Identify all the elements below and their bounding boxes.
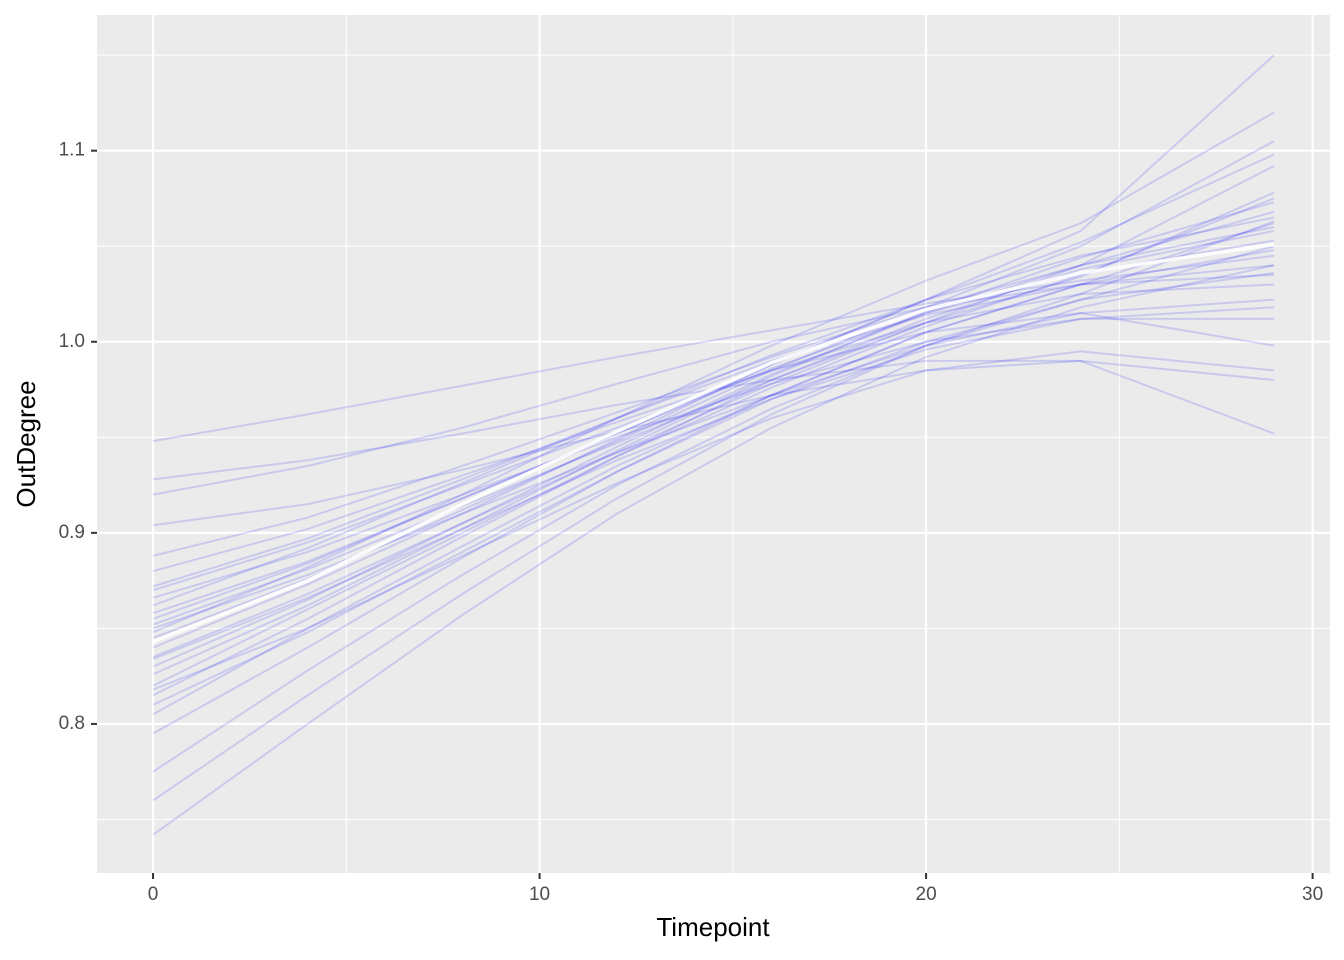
series-line (152, 191, 1275, 626)
mean-line (152, 242, 1275, 644)
series-line (152, 210, 1275, 557)
y-tick-label: 1.0 (59, 331, 85, 352)
series-line (152, 165, 1275, 658)
x-tick-label: 10 (529, 884, 550, 905)
series-line (152, 245, 1275, 773)
series-line (152, 271, 1275, 706)
x-tick-label: 20 (916, 884, 937, 905)
y-tick-label: 1.1 (59, 140, 85, 161)
series-line (152, 153, 1275, 649)
series-line (152, 254, 1275, 443)
y-tick-label: 0.8 (59, 713, 85, 734)
series-line (152, 201, 1275, 676)
x-tick-label: 0 (148, 884, 159, 905)
series-line (152, 298, 1275, 630)
series-line (152, 273, 1274, 588)
series-line (152, 264, 1275, 836)
y-tick-label: 0.9 (59, 522, 85, 543)
series-line (152, 317, 1274, 599)
series-line (152, 111, 1275, 634)
lines (152, 54, 1275, 836)
axes: 0 10 20 30 0.8 0.9 1.0 1.1 (59, 140, 1324, 905)
y-axis-title: OutDegree (11, 380, 41, 507)
series-line (152, 226, 1275, 668)
grid (97, 15, 1330, 873)
panel-background (97, 15, 1330, 873)
series-line (152, 220, 1275, 802)
series-line (152, 306, 1275, 660)
series-line (152, 359, 1275, 481)
series-line (152, 359, 1275, 527)
series-line (152, 249, 1275, 735)
series-line (152, 197, 1275, 687)
series-line (152, 222, 1275, 716)
series-line (152, 216, 1275, 607)
series-line (152, 350, 1275, 691)
x-tick-label: 30 (1302, 884, 1323, 905)
series-line (152, 264, 1275, 496)
x-axis-title: Timepoint (656, 912, 770, 942)
